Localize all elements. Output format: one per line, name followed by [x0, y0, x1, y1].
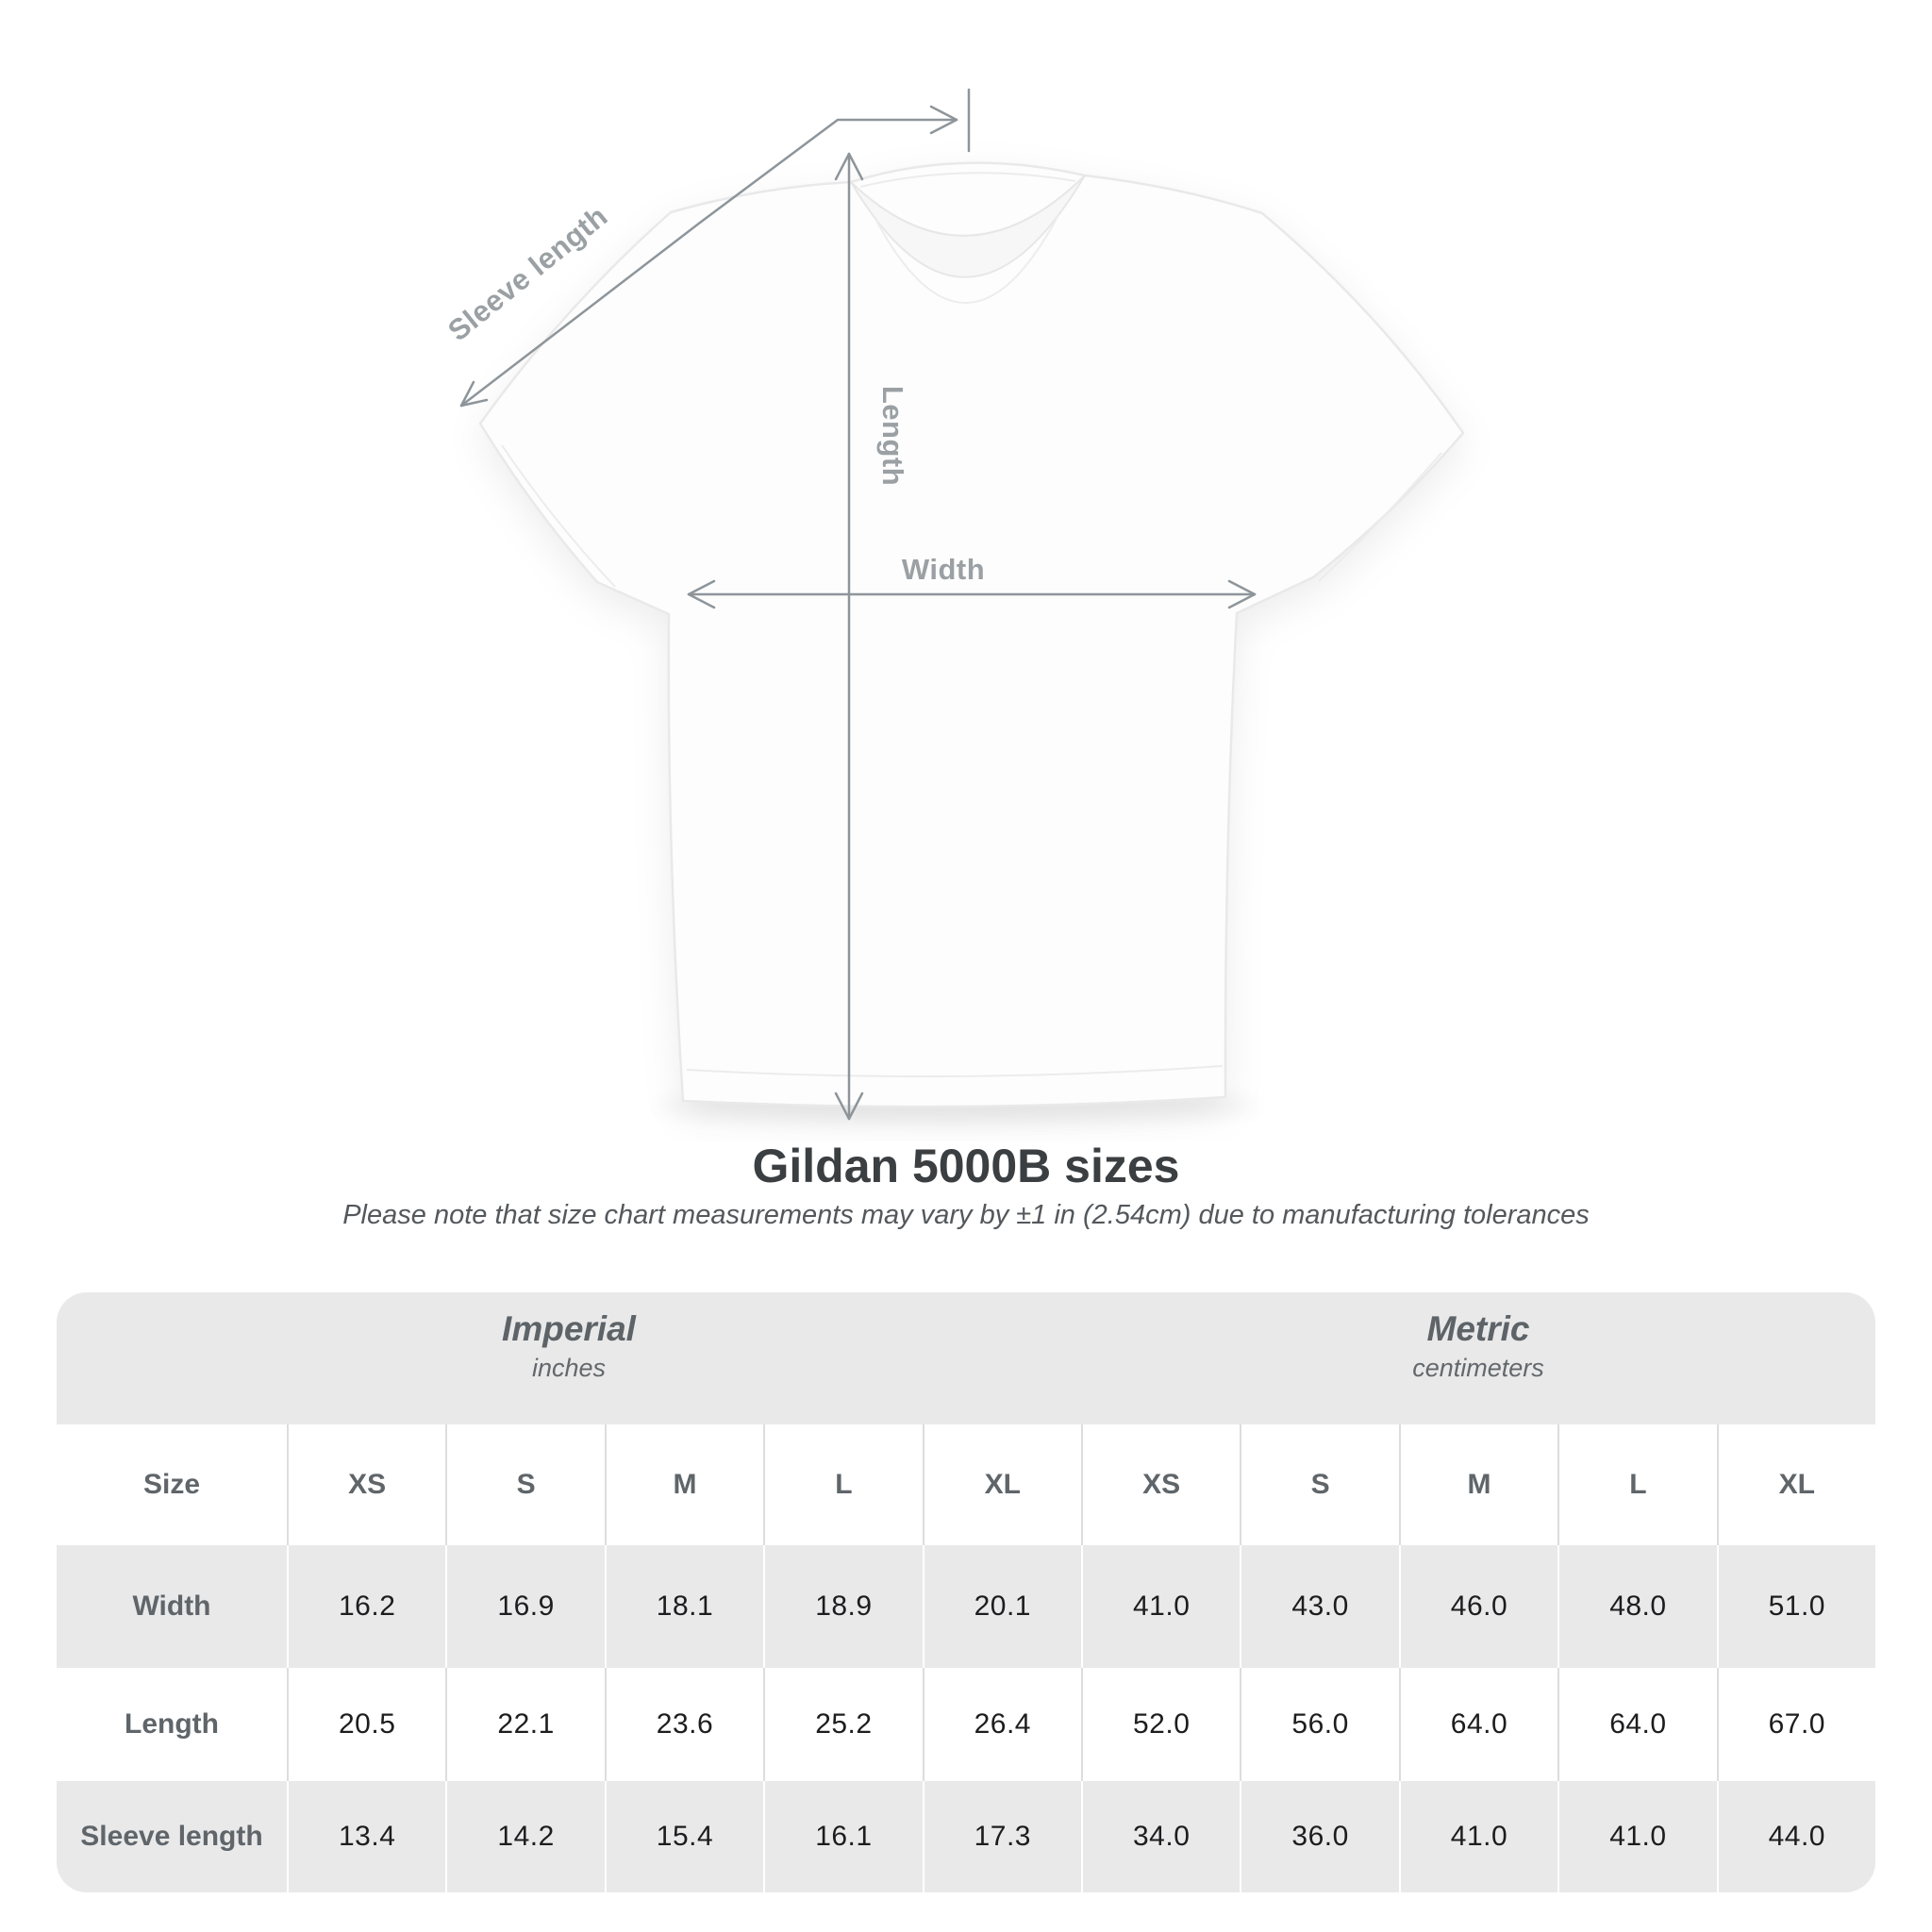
value-cell: 16.9 — [445, 1545, 604, 1668]
value-cell: 51.0 — [1716, 1545, 1875, 1668]
value-cell: 46.0 — [1398, 1545, 1557, 1668]
value-cell: 64.0 — [1557, 1668, 1716, 1781]
value-cell: 34.0 — [1080, 1781, 1240, 1892]
size-col-header: M — [1398, 1424, 1557, 1545]
imperial-unit-label: inches — [531, 1354, 607, 1382]
unit-section-band: Imperial inches Metric centimeters — [57, 1292, 1875, 1424]
length-label: Length — [876, 386, 909, 486]
value-cell: 67.0 — [1716, 1668, 1875, 1781]
left-sleeve-seam — [501, 444, 616, 588]
imperial-label: Imperial — [502, 1309, 636, 1348]
size-col-header: S — [445, 1424, 604, 1545]
value-cell: 20.5 — [287, 1668, 445, 1781]
size-col-header: XL — [1716, 1424, 1875, 1545]
value-cell: 52.0 — [1080, 1668, 1240, 1781]
size-header-row: Size XS S M L XL XS S M L XL — [57, 1424, 1875, 1545]
value-cell: 17.3 — [922, 1781, 1081, 1892]
size-col-header: XS — [287, 1424, 445, 1545]
value-cell: 56.0 — [1240, 1668, 1398, 1781]
page-title: Gildan 5000B sizes — [752, 1140, 1180, 1192]
value-cell: 16.1 — [763, 1781, 922, 1892]
row-label: Width — [132, 1591, 211, 1622]
size-col-header: XS — [1080, 1424, 1240, 1545]
imperial-section-header: Imperial inches — [57, 1292, 1081, 1424]
value-cell: 48.0 — [1557, 1545, 1716, 1668]
value-cell: 22.1 — [445, 1668, 604, 1781]
value-cell: 44.0 — [1716, 1781, 1875, 1892]
collar-band — [850, 175, 1086, 278]
metric-label: Metric — [1426, 1309, 1530, 1348]
width-row: Width 16.2 16.9 18.1 18.9 20.1 41.0 43.0… — [57, 1545, 1875, 1668]
length-row: Length 20.5 22.1 23.6 25.2 26.4 52.0 56.… — [57, 1668, 1875, 1781]
size-table: Imperial inches Metric centimeters Size … — [57, 1292, 1875, 1892]
bottom-hem-seam — [686, 1065, 1224, 1078]
value-cell: 41.0 — [1398, 1781, 1557, 1892]
width-label: Width — [902, 553, 985, 586]
collar-back-seam — [859, 172, 1076, 188]
collar-stitch-seam — [874, 214, 1059, 304]
tshirt-measurement-diagram: Sleeve length Length Width — [441, 88, 1465, 1123]
value-cell: 41.0 — [1080, 1545, 1240, 1668]
size-col-header: L — [1557, 1424, 1716, 1545]
right-sleeve-seam — [1318, 452, 1442, 582]
value-cell: 41.0 — [1557, 1781, 1716, 1892]
value-cell: 15.4 — [604, 1781, 763, 1892]
value-cell: 64.0 — [1398, 1668, 1557, 1781]
value-cell: 18.9 — [763, 1545, 922, 1668]
value-cell: 25.2 — [763, 1668, 922, 1781]
size-header: Size — [142, 1469, 201, 1500]
value-cell: 36.0 — [1240, 1781, 1398, 1892]
value-cell: 20.1 — [922, 1545, 1081, 1668]
measurement-arrows — [459, 88, 1257, 1121]
length-arrow — [834, 152, 864, 1121]
size-col-header: S — [1240, 1424, 1398, 1545]
value-cell: 13.4 — [287, 1781, 445, 1892]
sleeve-length-arrow — [459, 105, 958, 408]
row-label: Length — [125, 1708, 219, 1740]
tshirt-outline — [478, 161, 1465, 1108]
value-cell: 43.0 — [1240, 1545, 1398, 1668]
size-col-header: M — [604, 1424, 763, 1545]
metric-section-header: Metric centimeters — [1081, 1292, 1875, 1424]
value-cell: 14.2 — [445, 1781, 604, 1892]
size-col-header: L — [763, 1424, 922, 1545]
sleeve-length-row: Sleeve length 13.4 14.2 15.4 16.1 17.3 3… — [57, 1781, 1875, 1892]
metric-unit-label: centimeters — [1412, 1354, 1544, 1382]
value-cell: 18.1 — [604, 1545, 763, 1668]
value-cell: 23.6 — [604, 1668, 763, 1781]
row-label: Sleeve length — [80, 1821, 263, 1852]
tshirt-illustration — [478, 161, 1465, 1108]
tolerance-note: Please note that size chart measurements… — [342, 1200, 1590, 1230]
value-cell: 16.2 — [287, 1545, 445, 1668]
width-arrow — [687, 579, 1257, 609]
size-col-header: XL — [922, 1424, 1081, 1545]
value-cell: 26.4 — [922, 1668, 1081, 1781]
